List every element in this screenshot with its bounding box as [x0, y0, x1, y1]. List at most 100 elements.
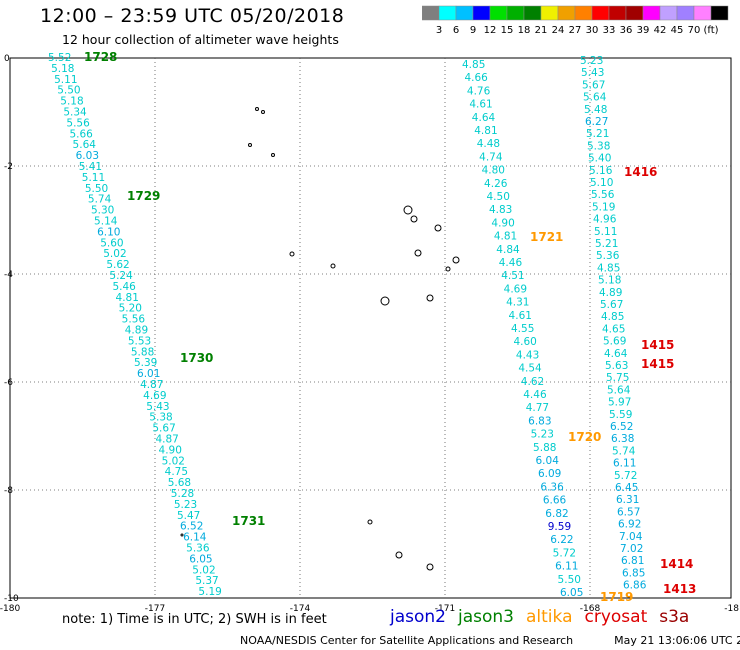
- swh-value: 4.55: [511, 323, 534, 335]
- scale-label: 9: [470, 25, 476, 36]
- island-outline: [180, 533, 184, 537]
- swh-value: 5.23: [174, 499, 197, 511]
- scale-label: 39: [637, 25, 650, 36]
- swh-value: 4.54: [518, 363, 542, 375]
- swh-value: 6.38: [611, 433, 634, 445]
- swh-value: 6.10: [97, 226, 120, 238]
- swh-value: 4.62: [521, 376, 544, 388]
- swh-value: 6.82: [545, 508, 568, 520]
- swh-value: 5.75: [606, 372, 629, 384]
- pass-time-label: 1415: [641, 357, 674, 371]
- swh-value: 5.20: [119, 303, 142, 315]
- swh-value: 4.31: [506, 297, 529, 309]
- x-axis-label: -171: [435, 604, 455, 614]
- swh-value: 4.60: [513, 336, 536, 348]
- swh-value: 6.05: [560, 587, 583, 599]
- swh-value: 5.39: [134, 357, 157, 369]
- swh-value: 4.51: [501, 270, 524, 282]
- swh-value: 5.64: [73, 139, 97, 151]
- swh-value: 4.83: [489, 204, 512, 216]
- swh-value: 5.36: [186, 543, 210, 555]
- color-scale: 3 6 9 12 15 18 21 24 27 30 33 36 39 42 45 70 (ft): [422, 5, 729, 36]
- scale-label: 30: [586, 25, 599, 36]
- swh-value: 4.85: [597, 262, 620, 274]
- swh-value: 5.62: [106, 259, 129, 271]
- x-axis-label: -180: [0, 604, 20, 614]
- swh-value: 5.60: [100, 237, 123, 249]
- swh-value: 5.59: [609, 409, 632, 421]
- swh-value: 5.11: [54, 74, 77, 86]
- swh-value: 5.18: [51, 63, 74, 75]
- swh-value: 4.84: [496, 244, 520, 256]
- swh-value: 5.69: [603, 336, 626, 348]
- footnote: note: 1) Time is in UTC; 2) SWH is in fe…: [62, 612, 327, 627]
- swh-value: 4.26: [484, 178, 508, 190]
- swh-value: 5.67: [600, 299, 623, 311]
- swh-value: 6.22: [550, 534, 573, 546]
- pass-time-label: 1415: [641, 338, 674, 352]
- swh-value: 6.04: [536, 455, 560, 467]
- pass-time-label: 1728: [84, 50, 117, 64]
- generated-timestamp: May 21 13:06:06 UTC 2018: [614, 634, 740, 647]
- swh-value: 9.59: [548, 521, 571, 533]
- swh-value: 6.36: [540, 481, 564, 493]
- swh-value: 5.50: [57, 85, 80, 97]
- swh-value: 7.02: [620, 543, 643, 555]
- swh-value: 5.46: [112, 281, 136, 293]
- track-jason3: 5.525.185.115.505.185.345.565.665.646.03…: [48, 50, 265, 598]
- y-axis-label: -4: [4, 270, 13, 280]
- swh-value: 5.64: [583, 92, 607, 104]
- track-altika: 4.854.664.764.614.644.814.484.744.804.26…: [462, 59, 633, 604]
- swh-value: 6.11: [613, 458, 636, 470]
- island-outline: [395, 551, 403, 559]
- swh-value: 5.38: [149, 412, 172, 424]
- swh-value: 5.67: [152, 423, 175, 435]
- swh-value: 6.01: [137, 368, 160, 380]
- swh-value: 4.66: [464, 72, 488, 84]
- swh-value: 5.34: [63, 107, 87, 119]
- swh-value: 5.74: [612, 445, 636, 457]
- swh-value: 5.88: [131, 346, 154, 358]
- swh-value: 4.50: [487, 191, 510, 203]
- x-axis-label: -177: [145, 604, 165, 614]
- swh-value: 5.23: [531, 429, 554, 441]
- swh-value: 6.45: [615, 482, 638, 494]
- island-outline: [289, 251, 295, 257]
- swh-value: 5.21: [595, 238, 618, 250]
- swh-value: 5.02: [103, 248, 126, 260]
- swh-value: 4.80: [482, 165, 505, 177]
- swh-value: 6.03: [76, 150, 99, 162]
- swh-value: 6.09: [538, 468, 561, 480]
- swh-value: 5.43: [581, 67, 604, 79]
- swh-value: 4.77: [526, 402, 549, 414]
- swh-value: 4.85: [462, 59, 485, 71]
- swh-value: 5.47: [177, 510, 200, 522]
- y-axis-label: -2: [4, 162, 13, 172]
- pass-time-label: 1414: [660, 557, 693, 571]
- swh-value: 4.64: [472, 112, 496, 124]
- island-outline: [380, 296, 390, 306]
- swh-value: 4.90: [159, 444, 182, 456]
- pass-time-label: 1721: [530, 230, 563, 244]
- scale-label: 15: [501, 25, 514, 36]
- swh-value: 4.46: [523, 389, 547, 401]
- pass-time-label: 1730: [180, 351, 213, 365]
- page-title: 12:00 – 23:59 UTC 05/20/2018: [40, 5, 345, 27]
- swh-value: 5.66: [69, 128, 93, 140]
- island-outline: [410, 215, 418, 223]
- scale-label: 42: [654, 25, 667, 36]
- swh-value: 5.53: [128, 335, 151, 347]
- swh-value: 4.81: [474, 125, 497, 137]
- y-axis-label: -8: [4, 486, 13, 496]
- scale-label: 70: [688, 25, 701, 36]
- swh-value: 4.46: [499, 257, 523, 269]
- swh-value: 5.19: [198, 586, 221, 598]
- x-axis-label: -174: [290, 604, 311, 614]
- swh-value: 5.97: [608, 397, 631, 409]
- swh-value: 5.56: [122, 314, 146, 326]
- swh-value: 4.85: [601, 311, 624, 323]
- scale-label: 12: [484, 25, 497, 36]
- swh-value: 5.02: [192, 564, 215, 576]
- swh-value: 4.43: [516, 349, 539, 361]
